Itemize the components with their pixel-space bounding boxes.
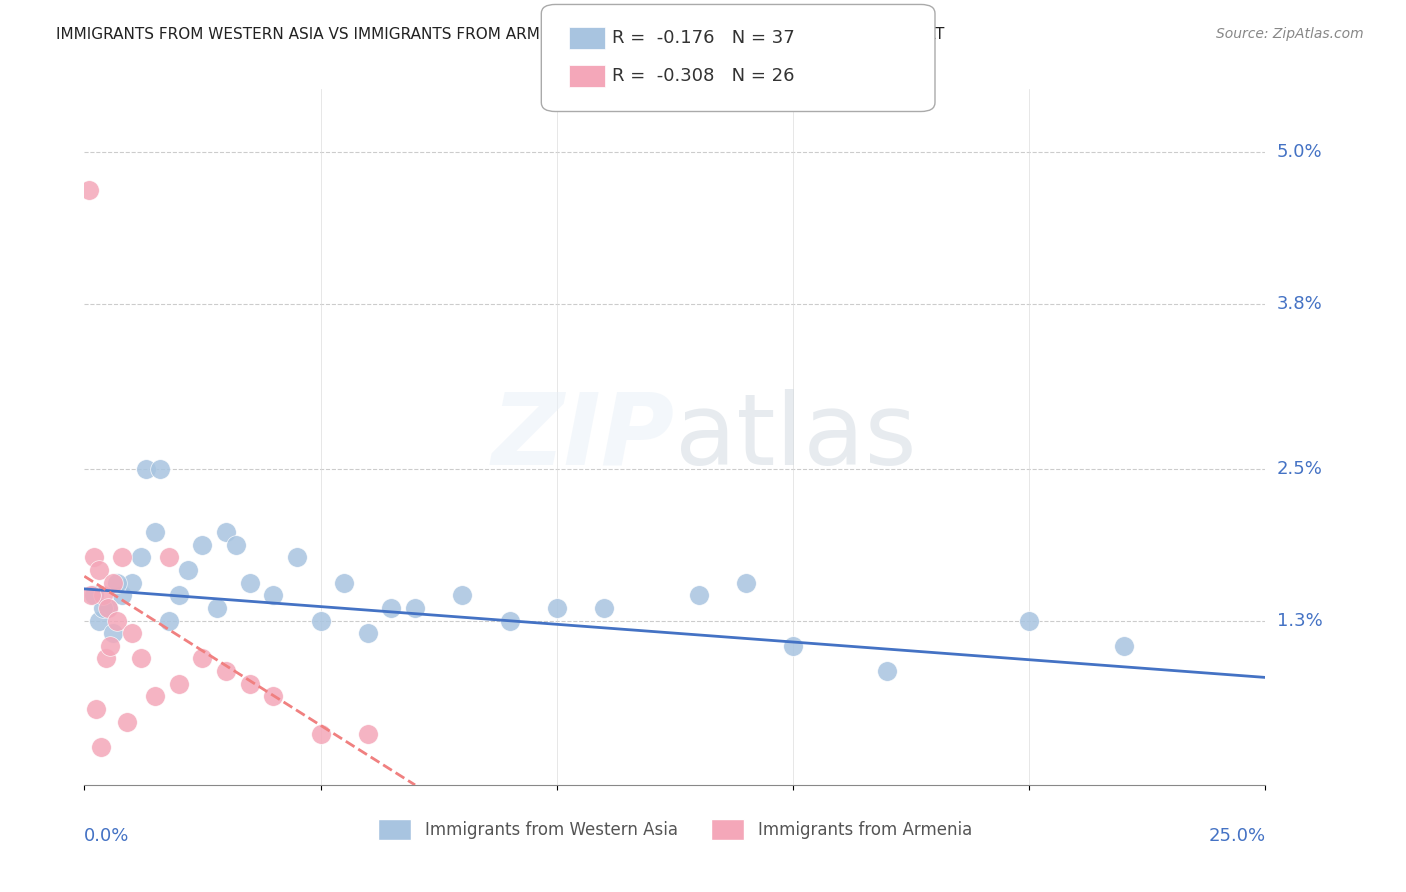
Point <box>451 588 474 602</box>
Point <box>309 614 332 628</box>
Point <box>546 600 568 615</box>
Point <box>98 639 121 653</box>
Point <box>191 651 214 665</box>
Point <box>333 575 356 590</box>
Point <box>83 550 105 565</box>
Point <box>143 690 166 704</box>
Point <box>77 183 100 197</box>
Point <box>143 524 166 539</box>
Point <box>498 614 520 628</box>
Point <box>107 614 129 628</box>
Point <box>97 600 120 615</box>
Point <box>876 664 898 678</box>
Point <box>121 626 143 640</box>
Point <box>91 600 114 615</box>
Point <box>115 714 138 729</box>
Point <box>84 702 107 716</box>
Point <box>97 600 120 615</box>
Point <box>157 550 180 565</box>
Point <box>225 538 247 552</box>
Text: 5.0%: 5.0% <box>1277 144 1322 161</box>
Point <box>357 626 380 640</box>
Point <box>404 600 426 615</box>
Text: IMMIGRANTS FROM WESTERN ASIA VS IMMIGRANTS FROM ARMENIA DISABILITY AGE UNDER 5 C: IMMIGRANTS FROM WESTERN ASIA VS IMMIGRAN… <box>56 27 945 42</box>
Point <box>135 461 157 475</box>
Point <box>380 600 402 615</box>
Point <box>129 550 152 565</box>
Point <box>688 588 710 602</box>
Point <box>167 677 190 691</box>
Point <box>111 588 134 602</box>
Point <box>215 664 238 678</box>
Text: Source: ZipAtlas.com: Source: ZipAtlas.com <box>1216 27 1364 41</box>
Point <box>191 538 214 552</box>
Point <box>83 588 105 602</box>
Point <box>157 614 180 628</box>
Point <box>111 550 134 565</box>
Point <box>87 614 110 628</box>
Point <box>101 575 124 590</box>
Point <box>262 690 284 704</box>
Point <box>91 588 114 602</box>
Point <box>215 524 238 539</box>
Point <box>87 563 110 577</box>
Point <box>593 600 616 615</box>
Point <box>80 588 103 602</box>
Point <box>90 739 112 754</box>
Text: atlas: atlas <box>675 389 917 485</box>
Legend: Immigrants from Western Asia, Immigrants from Armenia: Immigrants from Western Asia, Immigrants… <box>371 813 979 847</box>
Point <box>309 727 332 741</box>
Text: 3.8%: 3.8% <box>1277 295 1322 313</box>
Point <box>107 575 129 590</box>
Text: 1.3%: 1.3% <box>1277 612 1322 630</box>
Text: R =  -0.308   N = 26: R = -0.308 N = 26 <box>612 67 794 85</box>
Point <box>101 626 124 640</box>
Text: 25.0%: 25.0% <box>1208 827 1265 845</box>
Point <box>734 575 756 590</box>
Point <box>121 575 143 590</box>
Text: 0.0%: 0.0% <box>84 827 129 845</box>
Point <box>782 639 804 653</box>
Point <box>129 651 152 665</box>
Point <box>1112 639 1135 653</box>
Point <box>239 677 262 691</box>
Point <box>262 588 284 602</box>
Text: R =  -0.176   N = 37: R = -0.176 N = 37 <box>612 29 794 47</box>
Point <box>167 588 190 602</box>
Point <box>149 461 172 475</box>
Point <box>1018 614 1040 628</box>
Text: ZIP: ZIP <box>492 389 675 485</box>
Point <box>94 651 117 665</box>
Point <box>177 563 200 577</box>
Point <box>239 575 262 590</box>
Point <box>285 550 308 565</box>
Point <box>205 600 228 615</box>
Point <box>357 727 380 741</box>
Y-axis label: Disability Age Under 5: Disability Age Under 5 <box>0 336 8 538</box>
Text: 2.5%: 2.5% <box>1277 459 1323 478</box>
